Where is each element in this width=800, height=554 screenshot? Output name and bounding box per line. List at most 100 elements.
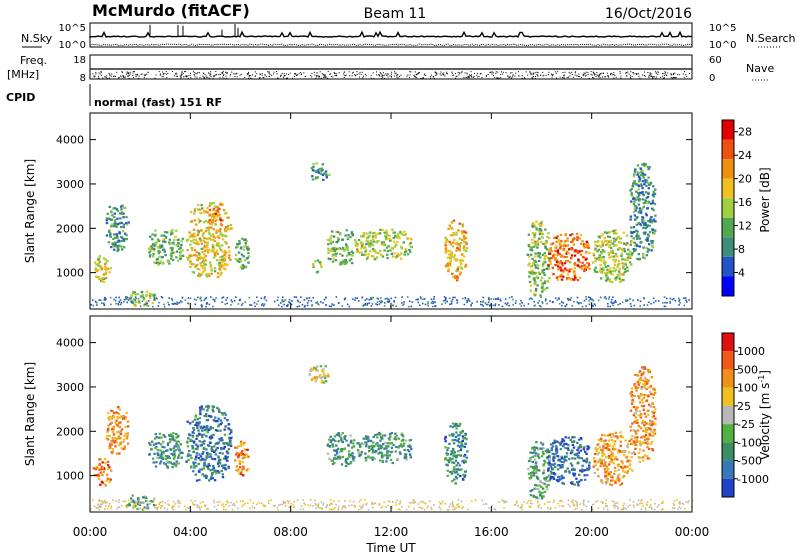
ground-scatter-pixel <box>466 301 468 303</box>
nave-dot <box>127 76 129 77</box>
echo-pixel <box>120 428 124 431</box>
echo-pixel <box>579 444 582 447</box>
echo-pixel <box>349 236 352 239</box>
echo-pixel <box>461 225 465 228</box>
echo-pixel <box>566 467 569 470</box>
echo-pixel <box>175 256 178 259</box>
echo-pixel <box>115 225 118 228</box>
echo-pixel <box>463 475 466 478</box>
echo-pixel <box>546 248 549 251</box>
nave-dot <box>657 71 659 73</box>
echo-pixel <box>191 270 195 274</box>
echo-pixel <box>367 253 370 256</box>
echo-pixel <box>373 249 377 252</box>
echo-pixel <box>228 228 231 231</box>
echo-pixel <box>239 257 242 260</box>
echo-pixel <box>593 268 596 271</box>
echo-pixel <box>194 264 197 267</box>
echo-pixel <box>111 437 114 440</box>
echo-pixel <box>605 482 608 485</box>
echo-pixel <box>177 447 180 450</box>
ground-scatter-pixel <box>511 296 513 298</box>
echo-pixel <box>586 242 589 245</box>
echo-pixel <box>150 245 153 248</box>
echo-pixel <box>548 459 551 462</box>
echo-pixel <box>355 243 359 246</box>
echo-pixel <box>632 249 636 252</box>
ground-scatter-pixel <box>663 296 666 298</box>
nave-dot <box>465 77 467 79</box>
echo-pixel <box>385 447 388 450</box>
echo-pixel <box>162 450 165 453</box>
nave-dot <box>188 77 189 79</box>
echo-pixel <box>541 495 544 498</box>
ground-scatter-pixel <box>481 304 484 306</box>
echo-pixel <box>538 447 542 450</box>
ground-scatter-pixel <box>541 302 544 304</box>
echo-pixel <box>398 445 401 448</box>
echo-pixel <box>592 261 595 264</box>
nave-dot <box>316 72 318 74</box>
echo-pixel <box>609 475 613 478</box>
echo-pixel <box>613 472 616 475</box>
echo-pixel <box>156 452 159 455</box>
nave-dot <box>354 74 356 76</box>
ground-scatter-pixel <box>306 297 309 300</box>
nave-dot <box>542 75 544 77</box>
echo-pixel <box>242 443 245 446</box>
nave-dot <box>329 73 331 75</box>
echo-pixel <box>545 240 548 243</box>
echo-pixel <box>632 230 636 234</box>
nave-dot <box>222 76 224 78</box>
echo-pixel <box>137 497 140 500</box>
nave-dot <box>202 75 204 77</box>
echo-pixel <box>124 432 127 435</box>
echo-pixel <box>636 244 639 248</box>
echo-pixel <box>449 264 452 267</box>
ground-scatter-pixel <box>253 302 256 304</box>
echo-pixel <box>649 218 652 221</box>
echo-pixel <box>324 170 328 173</box>
echo-pixel <box>571 233 574 236</box>
nave-dot <box>466 72 468 74</box>
echo-pixel <box>387 445 390 448</box>
ground-scatter-pixel <box>378 303 381 305</box>
echo-pixel <box>612 266 615 269</box>
echo-pixel <box>384 236 388 239</box>
ground-scatter-pixel <box>200 304 203 306</box>
echo-pixel <box>208 232 211 235</box>
nave-dot <box>542 71 544 73</box>
nave-dot <box>268 72 270 74</box>
echo-pixel <box>645 179 649 182</box>
nave-dot <box>459 72 461 74</box>
ground-scatter-pixel <box>333 304 335 306</box>
echo-pixel <box>372 232 375 235</box>
nave-dot <box>435 71 437 73</box>
ground-scatter-pixel <box>388 300 391 303</box>
echo-pixel <box>627 248 630 251</box>
nave-dot <box>207 76 209 78</box>
nave-dot <box>677 74 679 76</box>
echo-pixel <box>619 280 622 284</box>
nave-dot <box>471 75 473 77</box>
echo-pixel <box>311 175 314 178</box>
echo-pixel <box>653 388 656 391</box>
echo-pixel <box>196 267 200 270</box>
echo-pixel <box>219 273 222 276</box>
echo-pixel <box>197 457 201 460</box>
echo-pixel <box>582 448 585 451</box>
nave-dot <box>314 74 316 76</box>
nave-dot <box>234 73 236 75</box>
echo-pixel <box>558 253 561 256</box>
echo-pixel <box>529 284 533 287</box>
echo-pixel <box>540 224 543 227</box>
nave-dot <box>382 75 384 77</box>
echo-pixel <box>654 408 657 411</box>
nave-dot <box>358 73 360 75</box>
echo-pixel <box>212 201 216 205</box>
echo-pixel <box>210 446 214 449</box>
echo-pixel <box>194 238 198 241</box>
echo-pixel <box>573 274 576 277</box>
nave-dot <box>409 74 411 76</box>
echo-pixel <box>629 425 632 428</box>
